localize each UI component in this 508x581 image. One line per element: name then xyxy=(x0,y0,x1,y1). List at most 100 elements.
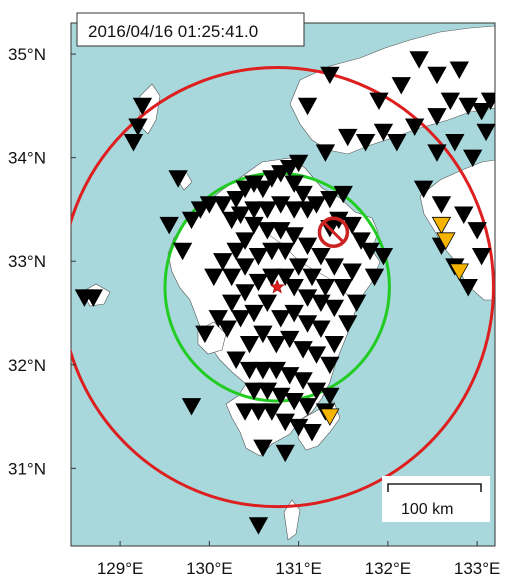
station-marker xyxy=(338,315,358,333)
station-marker xyxy=(128,118,148,136)
station-marker xyxy=(204,268,224,287)
station-marker xyxy=(248,517,269,535)
station-marker xyxy=(226,242,246,261)
station-marker xyxy=(373,247,394,266)
station-marker xyxy=(74,289,95,307)
station-marker xyxy=(476,123,495,142)
station-marker xyxy=(226,351,246,369)
station-marker xyxy=(315,144,336,162)
station-marker xyxy=(244,201,264,219)
lon-label: 132°E xyxy=(365,559,412,578)
station-marker xyxy=(311,247,331,266)
station-marker xyxy=(471,247,492,266)
station-marker xyxy=(338,128,358,147)
station-marker xyxy=(346,294,367,312)
station-marker xyxy=(440,92,461,111)
station-marker xyxy=(181,211,202,230)
station-marker xyxy=(244,304,264,323)
station-marker xyxy=(257,382,278,401)
station-marker xyxy=(266,361,286,380)
station-marker xyxy=(271,387,291,406)
station-marker xyxy=(235,403,255,421)
station-marker xyxy=(271,165,291,183)
station-marker xyxy=(387,134,407,152)
station-marker xyxy=(427,108,447,126)
station-marker xyxy=(213,253,233,271)
station-marker xyxy=(373,123,394,142)
station-marker xyxy=(284,175,304,193)
lon-label: 130°E xyxy=(186,559,233,578)
station-marker xyxy=(221,268,242,287)
epicenter-star xyxy=(269,279,285,294)
station-marker xyxy=(275,413,295,432)
lon-label: 131°E xyxy=(275,559,322,578)
station-marker xyxy=(248,273,269,292)
station-marker xyxy=(235,232,255,250)
land-shikoku xyxy=(419,159,495,301)
station-marker xyxy=(404,118,425,136)
station-marker xyxy=(262,170,282,188)
station-marker xyxy=(284,201,304,219)
station-marker xyxy=(123,134,144,152)
lat-label: 34°N xyxy=(8,149,46,168)
timestamp-text: 2016/04/16 01:25:41.0 xyxy=(88,22,258,41)
station-marker xyxy=(172,242,193,261)
station-marker xyxy=(427,144,447,162)
station-marker xyxy=(333,185,353,204)
station-marker xyxy=(190,201,211,219)
station-marker xyxy=(239,361,260,380)
station-marker xyxy=(257,294,278,312)
land-honshu xyxy=(289,25,495,155)
station-marker xyxy=(302,268,322,287)
station-marker xyxy=(284,227,304,245)
station-marker xyxy=(351,232,371,250)
triggered-station-marker xyxy=(436,232,456,250)
seismic-stations xyxy=(74,51,495,535)
triggered-station-marker xyxy=(320,408,340,426)
station-marker xyxy=(208,310,228,328)
station-marker xyxy=(297,398,318,416)
station-marker xyxy=(248,247,269,266)
station-marker xyxy=(262,242,282,261)
station-marker xyxy=(445,134,465,152)
station-marker xyxy=(280,367,300,385)
station-marker xyxy=(168,170,188,188)
station-marker xyxy=(320,191,340,209)
station-marker xyxy=(458,97,478,116)
highlighted-station xyxy=(317,216,350,248)
station-marker xyxy=(458,279,478,297)
triggered-station-marker xyxy=(431,216,452,235)
lat-label: 31°N xyxy=(8,459,46,478)
station-marker xyxy=(297,289,318,307)
station-marker xyxy=(342,216,362,235)
station-marker xyxy=(253,325,273,344)
station-marker xyxy=(431,196,452,214)
station-marker xyxy=(226,191,246,209)
scale-bar-label: 100 km xyxy=(401,501,453,518)
station-marker xyxy=(315,279,336,297)
station-marker xyxy=(471,102,492,121)
station-marker xyxy=(320,356,340,375)
station-marker xyxy=(159,216,179,235)
station-marker xyxy=(427,66,447,85)
station-marker xyxy=(311,320,331,338)
station-marker xyxy=(248,403,269,421)
lon-label: 133°E xyxy=(454,559,501,578)
station-marker xyxy=(324,335,345,354)
station-marker xyxy=(239,335,260,354)
station-marker xyxy=(266,335,286,354)
station-marker xyxy=(262,403,282,421)
station-marker xyxy=(235,180,255,199)
station-marker xyxy=(311,294,331,312)
station-marker xyxy=(181,398,202,416)
station-marker xyxy=(230,206,251,224)
lon-label: 129°E xyxy=(97,559,144,578)
station-marker xyxy=(360,242,380,261)
station-marker xyxy=(306,196,327,214)
station-marker xyxy=(480,92,495,111)
land-tanegashima xyxy=(283,499,301,541)
station-marker xyxy=(253,180,273,199)
station-marker xyxy=(235,284,255,302)
station-marker xyxy=(391,77,411,95)
station-marker xyxy=(293,185,313,204)
